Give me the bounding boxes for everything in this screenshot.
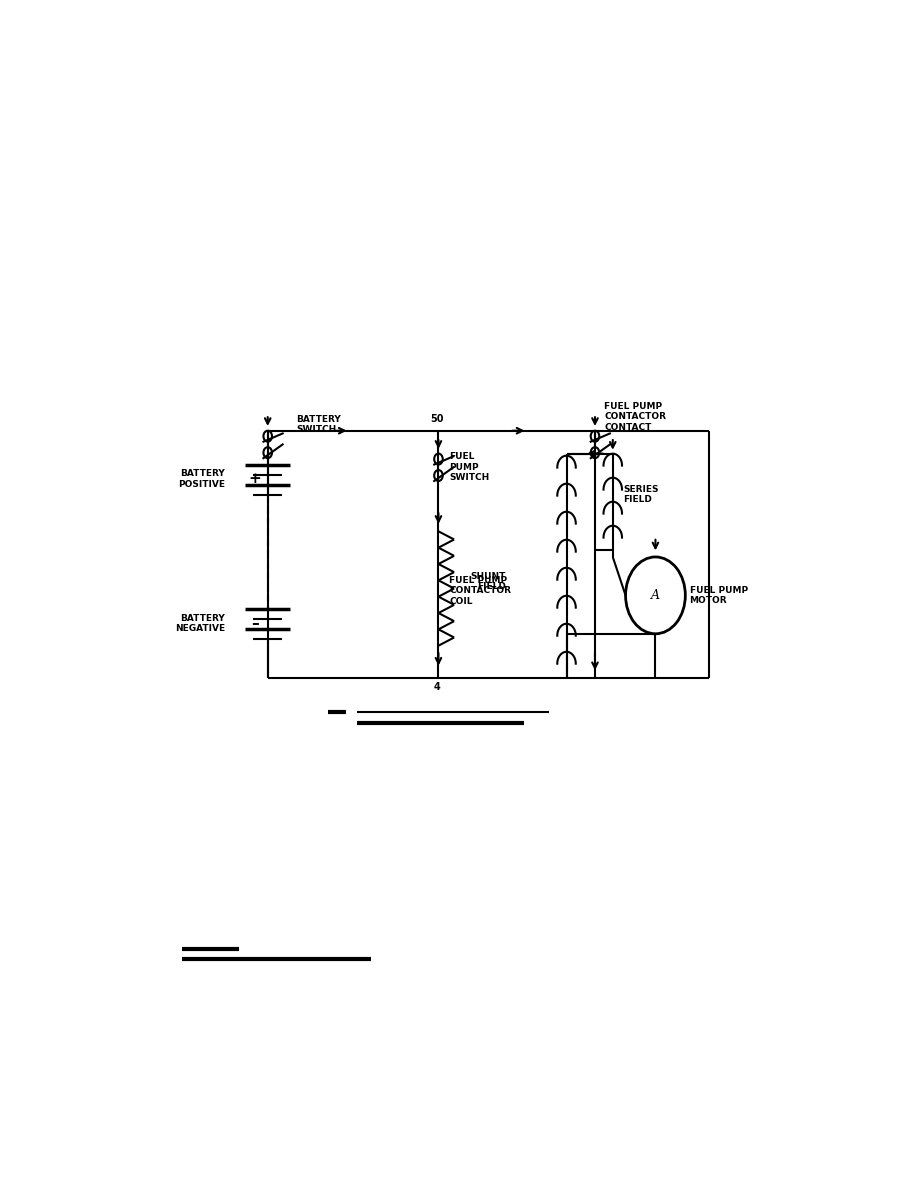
Text: BATTERY
NEGATIVE: BATTERY NEGATIVE	[175, 614, 225, 633]
Text: BATTERY
POSITIVE: BATTERY POSITIVE	[178, 469, 225, 489]
Text: +: +	[249, 472, 262, 486]
Text: A: A	[651, 589, 660, 602]
Text: –: –	[251, 617, 259, 631]
Text: 50: 50	[431, 415, 443, 424]
Text: SHUNT
FIELD: SHUNT FIELD	[471, 571, 506, 592]
Text: BATTERY
SWITCH: BATTERY SWITCH	[297, 415, 341, 434]
Text: FUEL PUMP
CONTACTOR
COIL: FUEL PUMP CONTACTOR COIL	[449, 576, 511, 606]
Text: FUEL PUMP
MOTOR: FUEL PUMP MOTOR	[689, 586, 748, 605]
Text: 4: 4	[433, 682, 441, 693]
Text: SERIES
FIELD: SERIES FIELD	[623, 485, 659, 505]
Text: FUEL PUMP
CONTACTOR
CONTACT: FUEL PUMP CONTACTOR CONTACT	[604, 402, 666, 432]
Text: FUEL
PUMP
SWITCH: FUEL PUMP SWITCH	[449, 453, 489, 482]
